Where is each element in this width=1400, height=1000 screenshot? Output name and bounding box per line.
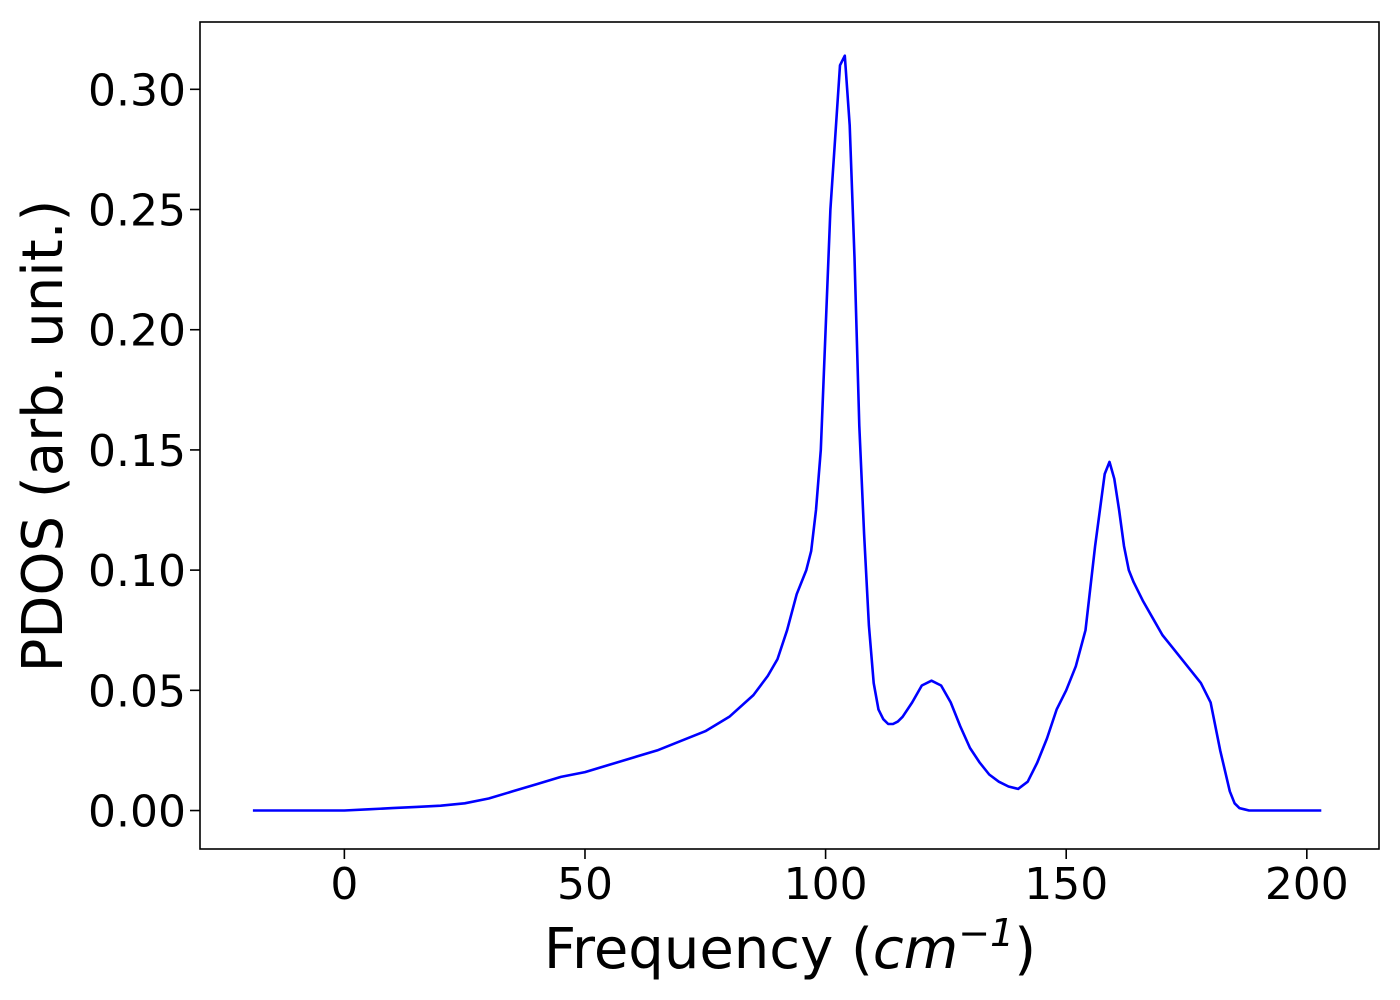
x-axis-unit-superscript: −1 bbox=[958, 911, 1014, 955]
y-tick-label: 0.00 bbox=[88, 787, 186, 838]
y-tick-label: 0.15 bbox=[88, 426, 186, 477]
x-tick-label: 0 bbox=[330, 859, 358, 910]
x-axis-label: Frequency (cm−1) bbox=[544, 911, 1036, 982]
y-tick-label: 0.20 bbox=[88, 306, 186, 357]
pdos-series-line bbox=[252, 54, 1322, 812]
y-tick-label: 0.30 bbox=[88, 65, 186, 116]
x-tick-label: 100 bbox=[784, 859, 868, 910]
y-tick-label: 0.05 bbox=[88, 666, 186, 717]
x-tick-label: 200 bbox=[1265, 859, 1349, 910]
x-axis-label-text: Frequency bbox=[544, 917, 833, 982]
axes-layer bbox=[199, 21, 1380, 850]
x-axis-unit: cm bbox=[873, 917, 958, 982]
y-tick-label: 0.10 bbox=[88, 546, 186, 597]
x-tick-label: 50 bbox=[557, 859, 613, 910]
y-axis-label: PDOS (arb. unit.) bbox=[11, 200, 76, 673]
series-layer bbox=[252, 54, 1322, 812]
plot-frame bbox=[199, 21, 1380, 850]
y-tick-label: 0.25 bbox=[88, 186, 186, 237]
ticks-layer: 0 50 100 150 200 0.00 0.05 0.10 0.15 0.20 0.25 0.30 bbox=[88, 65, 1349, 910]
x-tick-label: 150 bbox=[1024, 859, 1108, 910]
